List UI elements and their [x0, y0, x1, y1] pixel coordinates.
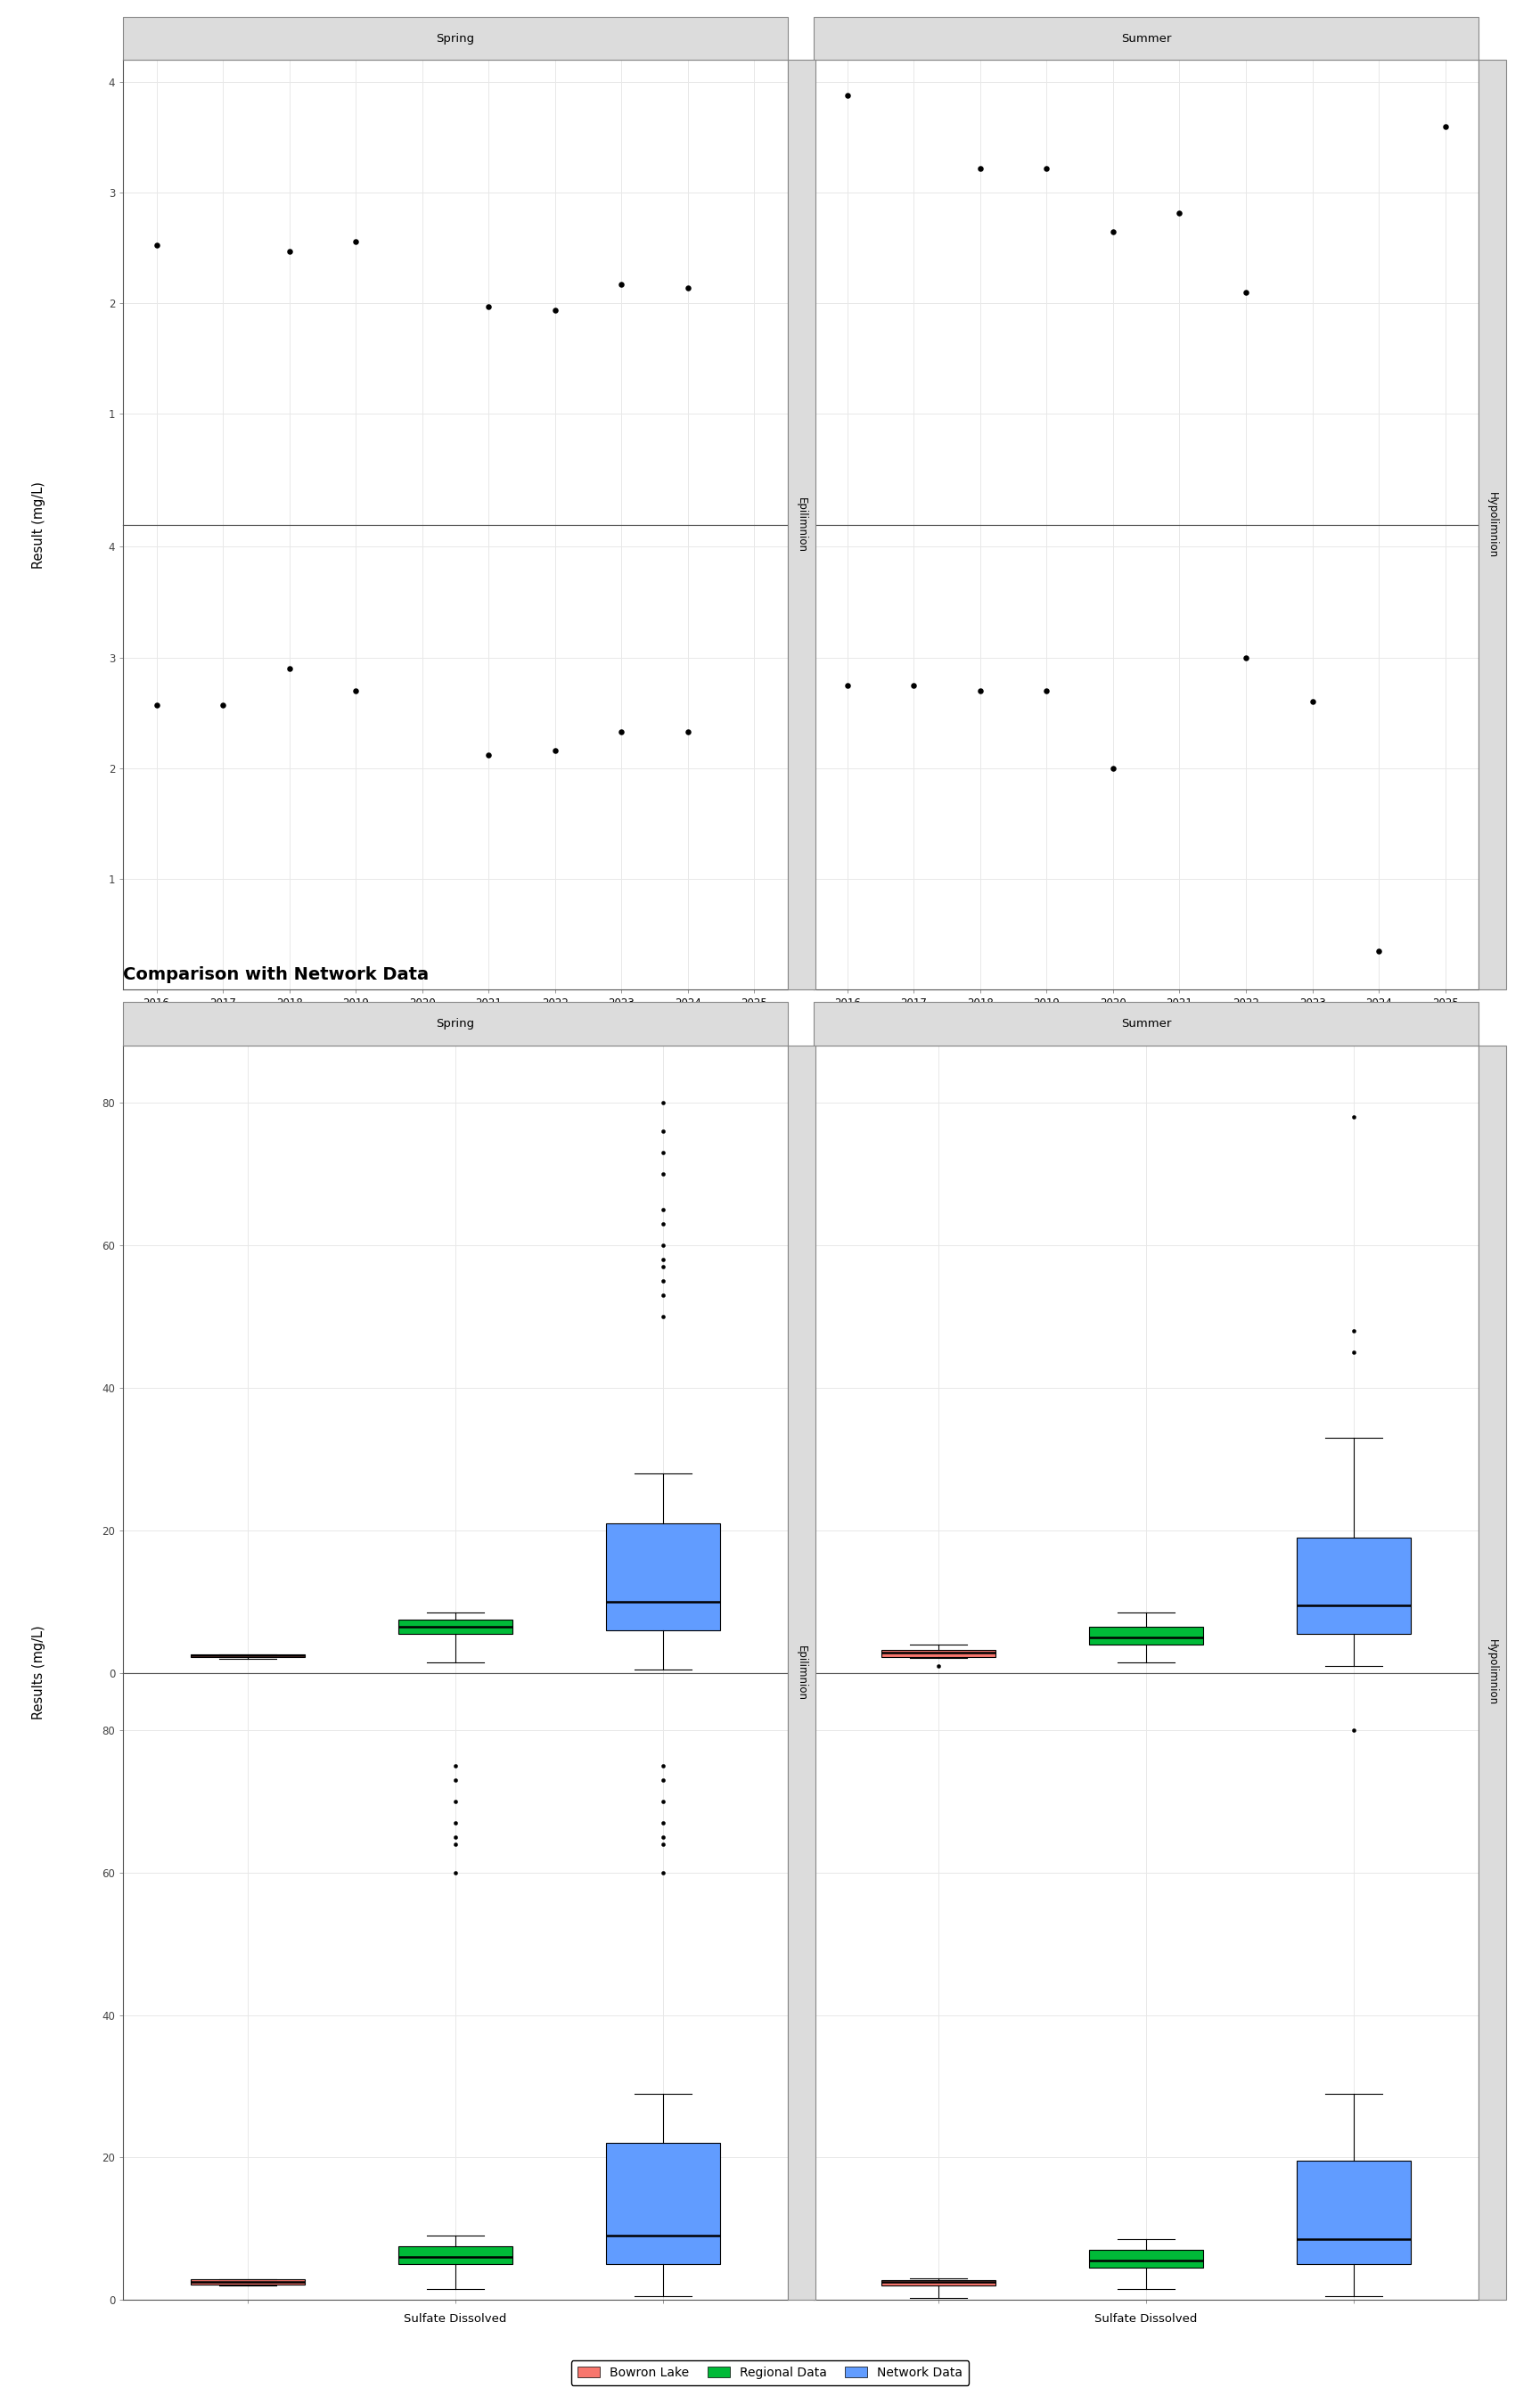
Point: [277, 649, 302, 688]
PathPatch shape: [1089, 2250, 1203, 2269]
Text: Spring: Spring: [436, 34, 474, 43]
Point: [1234, 273, 1258, 311]
Point: [145, 225, 169, 264]
Point: [1101, 750, 1126, 788]
Point: [277, 232, 302, 271]
Point: [610, 266, 634, 304]
Text: Epilimnion: Epilimnion: [796, 1646, 807, 1701]
Point: [835, 77, 859, 115]
Text: Summer: Summer: [1121, 1018, 1172, 1030]
X-axis label: Sulfate Dissolved: Sulfate Dissolved: [1095, 2312, 1198, 2324]
Point: [1234, 637, 1258, 676]
Point: [476, 288, 501, 326]
Text: Hypolimnion: Hypolimnion: [1486, 491, 1498, 558]
Text: Comparison with Network Data: Comparison with Network Data: [123, 966, 430, 982]
Point: [901, 666, 926, 704]
Text: Epilimnion: Epilimnion: [796, 496, 807, 553]
Text: Hypolimnion: Hypolimnion: [1486, 1639, 1498, 1706]
Point: [967, 671, 992, 709]
Text: Results (mg/L): Results (mg/L): [32, 1624, 45, 1720]
PathPatch shape: [1297, 1538, 1411, 1634]
Point: [676, 268, 701, 307]
Point: [676, 712, 701, 750]
Text: Result (mg/L): Result (mg/L): [32, 482, 45, 568]
Point: [967, 149, 992, 187]
Point: [1035, 149, 1060, 187]
PathPatch shape: [881, 1651, 996, 1658]
Point: [610, 712, 634, 750]
Point: [1101, 213, 1126, 252]
Legend: Bowron Lake, Regional Data, Network Data: Bowron Lake, Regional Data, Network Data: [571, 2360, 969, 2384]
PathPatch shape: [1089, 1627, 1203, 1644]
Text: Spring: Spring: [436, 1018, 474, 1030]
PathPatch shape: [191, 2279, 305, 2283]
PathPatch shape: [191, 1656, 305, 1658]
Point: [1035, 671, 1060, 709]
Point: [835, 666, 859, 704]
PathPatch shape: [399, 1620, 513, 1634]
PathPatch shape: [1297, 2161, 1411, 2264]
Point: [1300, 683, 1324, 721]
X-axis label: Sulfate Dissolved: Sulfate Dissolved: [403, 2312, 507, 2324]
PathPatch shape: [605, 2144, 721, 2264]
Point: [1432, 108, 1457, 146]
PathPatch shape: [605, 1524, 721, 1629]
Point: [343, 671, 368, 709]
PathPatch shape: [881, 2281, 996, 2286]
Point: [542, 731, 567, 769]
Text: Summer: Summer: [1121, 34, 1172, 43]
Point: [542, 290, 567, 328]
Point: [145, 685, 169, 724]
PathPatch shape: [399, 2247, 513, 2264]
Point: [1167, 194, 1192, 232]
Point: [1366, 932, 1391, 970]
Point: [476, 736, 501, 774]
Point: [211, 685, 236, 724]
Point: [343, 223, 368, 261]
